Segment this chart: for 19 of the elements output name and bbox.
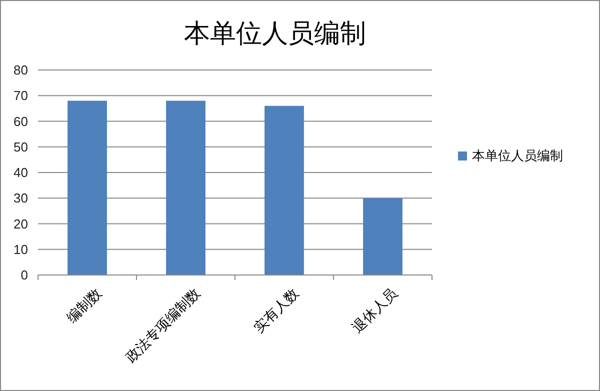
bar — [166, 100, 206, 275]
x-tick-label: 退休人员 — [350, 285, 401, 336]
legend-label: 本单位人员编制 — [472, 148, 563, 164]
y-tick-label: 40 — [14, 165, 28, 180]
bar — [264, 106, 304, 275]
x-tick-label: 政法专项编制数 — [122, 285, 204, 366]
x-tick-label: 编制数 — [64, 285, 106, 326]
bar — [68, 100, 107, 275]
y-tick-label: 20 — [14, 216, 28, 232]
x-tick-label: 实有人数 — [251, 285, 302, 336]
y-tick-label: 60 — [14, 114, 28, 129]
y-tick-label: 10 — [14, 242, 28, 257]
chart-title: 本单位人员编制 — [184, 19, 366, 48]
y-tick-label: 30 — [14, 190, 28, 206]
bar — [363, 198, 402, 275]
y-tick-label: 80 — [14, 62, 28, 78]
y-tick-label: 0 — [20, 268, 28, 283]
y-tick-label: 70 — [14, 88, 28, 104]
y-tick-label: 50 — [14, 139, 28, 154]
